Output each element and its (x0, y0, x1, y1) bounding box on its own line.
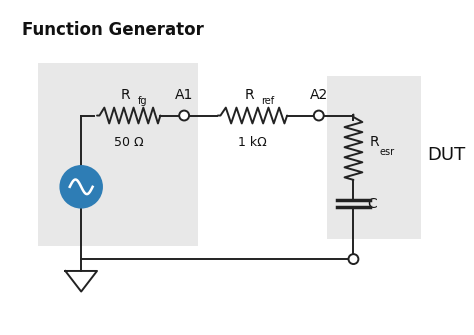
Text: DUT: DUT (428, 146, 466, 164)
Text: R: R (369, 135, 379, 149)
Text: 50 Ω: 50 Ω (114, 136, 144, 149)
Text: fg: fg (137, 95, 147, 106)
Text: A2: A2 (310, 88, 328, 102)
Circle shape (60, 166, 102, 208)
Text: A1: A1 (175, 88, 193, 102)
FancyBboxPatch shape (327, 76, 421, 239)
Text: R: R (121, 88, 130, 102)
Circle shape (348, 254, 358, 264)
Text: R: R (245, 88, 254, 102)
Circle shape (314, 111, 324, 121)
Text: esr: esr (379, 147, 394, 157)
Text: C: C (367, 197, 377, 211)
Text: ref: ref (261, 95, 274, 106)
Circle shape (179, 111, 189, 121)
FancyBboxPatch shape (37, 63, 198, 246)
Text: 1 kΩ: 1 kΩ (238, 136, 267, 149)
Text: Function Generator: Function Generator (22, 21, 204, 40)
